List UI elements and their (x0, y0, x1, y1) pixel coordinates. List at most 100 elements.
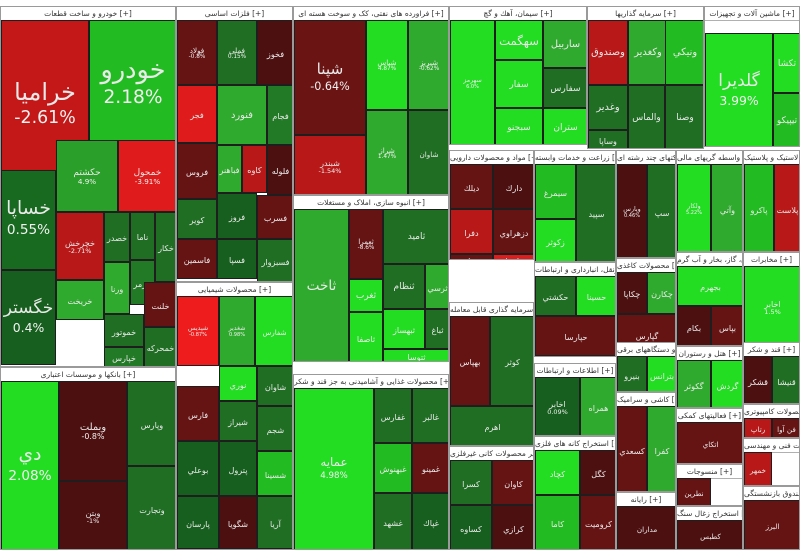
treemap-tile[interactable]: كگل (580, 450, 615, 495)
treemap-tile[interactable]: شفارس (255, 296, 292, 366)
treemap-tile[interactable]: حپارسا (535, 316, 615, 356)
treemap-tile[interactable]: فنورد (217, 85, 267, 145)
treemap-tile[interactable]: سهرمز 6.0% (450, 20, 495, 144)
treemap-tile[interactable]: سفارس (543, 68, 586, 108)
treemap-tile[interactable]: خموتور (104, 314, 144, 347)
sector-header[interactable]: فعالیتهای کمکی [+] (677, 409, 742, 423)
treemap-tile[interactable]: شجم (257, 406, 292, 451)
treemap-tile[interactable]: زكوثر (535, 219, 576, 261)
treemap-tile[interactable]: وصنا (665, 85, 703, 148)
treemap-tile[interactable]: حكشتي (535, 276, 576, 316)
treemap-tile[interactable]: پترول (219, 441, 257, 496)
treemap-tile[interactable]: غمينو (412, 443, 448, 493)
treemap-tile[interactable]: خگستر 0.4% (1, 270, 56, 365)
treemap-tile[interactable]: اخابر 0.09% (535, 377, 580, 435)
treemap-tile[interactable]: كاوه (242, 145, 267, 193)
treemap-tile[interactable]: شبريز -0.62% (408, 20, 448, 110)
treemap-tile[interactable]: شاوان (408, 110, 448, 194)
treemap-tile[interactable]: فلوله (267, 145, 292, 195)
treemap-tile[interactable]: فروز (217, 193, 257, 239)
treemap-tile[interactable]: قنيشا (772, 356, 799, 403)
treemap-tile[interactable]: غالبر (412, 388, 448, 443)
treemap-tile[interactable]: شيراز (219, 401, 257, 441)
treemap-tile[interactable]: چكارن (647, 272, 675, 314)
treemap-tile[interactable]: وتجارت (127, 466, 175, 549)
treemap-tile[interactable]: ولكار 5.22% (677, 164, 711, 251)
treemap-tile[interactable]: اهرم (450, 406, 533, 445)
treemap-tile[interactable]: پلاست (774, 164, 799, 251)
treemap-tile[interactable]: نوري (219, 366, 257, 401)
treemap-tile[interactable]: تكشا (773, 33, 799, 93)
treemap-tile[interactable]: فملی 0.15% (217, 20, 257, 85)
sector-header[interactable]: سیمان، آهك و گچ [+] (450, 7, 586, 21)
sector-header[interactable]: سایر محصولات کانی غیرفلزی [+] (450, 447, 533, 461)
sector-header[interactable]: مواد و محصولات دارویی [+] (450, 151, 533, 165)
treemap-tile[interactable]: فسرب (257, 195, 292, 239)
treemap-tile[interactable]: ثاميد (383, 209, 448, 264)
sector-header[interactable]: سرمایه گذاریها [+] (588, 7, 703, 21)
sector-header[interactable]: مخابرات [+] (744, 253, 799, 267)
sector-header[interactable]: خدمات فنی و مهندسی [+] (744, 439, 799, 453)
sector-header[interactable]: فلزات اساسی [+] (177, 7, 292, 21)
treemap-tile[interactable]: آريا (257, 496, 292, 549)
treemap-tile[interactable]: خمحول -3.91% (118, 140, 175, 212)
treemap-tile[interactable]: كرازي (492, 505, 533, 549)
sector-header[interactable]: تولید محصولات کامپیوتری [+] (744, 405, 799, 419)
treemap-tile[interactable]: فن آوا (772, 418, 799, 437)
sector-header[interactable]: اطلاعات و ارتباطات [+] (535, 364, 615, 378)
sector-header[interactable]: منسوجات [+] (677, 465, 742, 479)
treemap-tile[interactable]: شسينا (257, 451, 292, 496)
treemap-tile[interactable]: ثرسي (425, 264, 448, 309)
treemap-tile[interactable]: فخوز (257, 20, 292, 85)
treemap-tile[interactable]: خچرخش -2.71% (56, 212, 104, 280)
treemap-tile[interactable]: اخابر 1.5% (744, 266, 799, 345)
sector-header[interactable]: صندوق سرمایه گذاری قابل معامله [+] (450, 303, 533, 317)
treemap-tile[interactable]: وكغدير (628, 20, 668, 85)
treemap-tile[interactable]: ساربيل (543, 20, 586, 68)
treemap-tile[interactable]: شپنا -0.64% (294, 20, 366, 135)
sector-header[interactable]: محصولات کاغذی [+] (617, 259, 675, 273)
sector-header[interactable]: خودرو و ساخت قطعات [+] (1, 7, 175, 21)
treemap-tile[interactable]: شغدير 0.98% (219, 296, 255, 366)
treemap-tile[interactable]: بترانس (647, 356, 675, 391)
treemap-tile[interactable]: كسرا (450, 460, 492, 505)
sector-header[interactable]: فراورده های نفتی، كک و سوخت هسته ای [+] (294, 7, 448, 21)
sector-header[interactable]: بیمه و صندوق بازنشستگی [+] (744, 487, 799, 501)
treemap-tile[interactable]: بنيرو (617, 356, 647, 391)
treemap-tile[interactable]: بپاس (711, 306, 742, 345)
treemap-tile[interactable]: ستران (543, 108, 586, 144)
treemap-tile[interactable]: وپارس 0.46% (617, 164, 647, 257)
treemap-tile[interactable]: پارسان (177, 496, 219, 549)
treemap-tile[interactable]: فروس (177, 143, 217, 199)
treemap-tile[interactable]: شپاس 4.87% (366, 20, 408, 110)
sector-header[interactable]: ماشین آلات و تجهیزات [+] (705, 7, 799, 21)
treemap-tile[interactable]: خمحركه (144, 327, 175, 366)
treemap-tile[interactable]: ديلك (450, 164, 493, 209)
treemap-tile[interactable]: خساپا 0.55% (1, 170, 56, 270)
treemap-tile[interactable]: والماس (628, 85, 665, 148)
treemap-tile[interactable]: ونيكي (665, 20, 703, 85)
treemap-tile[interactable]: مداران (617, 506, 675, 549)
treemap-tile[interactable]: وغدير (588, 85, 628, 130)
treemap-tile[interactable]: بوعلي (177, 441, 219, 496)
treemap-tile[interactable]: سپ (647, 164, 675, 257)
treemap-tile[interactable]: ناما (130, 212, 155, 260)
treemap-tile[interactable]: خلنت (144, 282, 175, 327)
sector-header[interactable]: ماشین آلات و دستگاههای برقی [+] (617, 343, 675, 357)
sector-header[interactable]: قند و شکر [+] (744, 343, 799, 357)
treemap-tile[interactable]: كساوه (450, 505, 492, 549)
sector-header[interactable]: لاستیک و پلاستیک [+] (744, 151, 799, 165)
treemap-tile[interactable]: شبندر -1.54% (294, 135, 366, 194)
treemap-tile[interactable]: دلقما (493, 254, 533, 259)
treemap-tile[interactable]: رتاپ (744, 418, 772, 437)
sector-header[interactable]: استخراج زغال سنگ [+] (677, 507, 742, 521)
treemap-tile[interactable]: البرز (744, 500, 799, 549)
sector-header[interactable]: محصولات شیمیایی [+] (177, 283, 292, 297)
treemap-tile[interactable]: شگويا (219, 496, 257, 549)
treemap-tile[interactable]: فباهنر (217, 145, 242, 193)
sector-header[interactable]: زراعت و خدمات وابسته [+] (535, 151, 615, 165)
treemap-tile[interactable]: ثاصفا (349, 312, 383, 361)
treemap-tile[interactable]: سهگمت (495, 20, 543, 60)
treemap-tile[interactable]: چكاپا (617, 272, 647, 314)
sector-header[interactable]: محصولات غذایی و آشامیدنی به جز قند و شکر… (294, 375, 448, 389)
